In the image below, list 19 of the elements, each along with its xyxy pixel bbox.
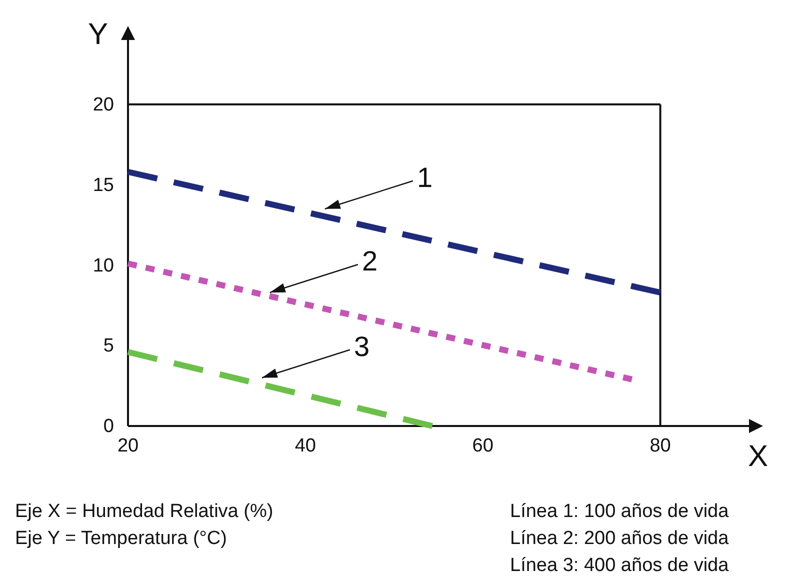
annotation: 2 bbox=[362, 246, 378, 277]
annotation: 3 bbox=[354, 330, 370, 362]
y-tick-label: 0 bbox=[103, 416, 114, 438]
y-tick-label: 5 bbox=[103, 336, 114, 357]
y-axis-title: Y bbox=[88, 18, 108, 51]
x-tick-label: 80 bbox=[650, 435, 671, 456]
text: Eje X = Humedad Relativa (%) bbox=[15, 501, 274, 522]
y-tick-label: 15 bbox=[92, 174, 114, 196]
text: Línea 2: 200 años de vida bbox=[510, 528, 730, 549]
x-tick-label: 40 bbox=[294, 435, 316, 456]
text: Eje Y = Temperatura (°C) bbox=[15, 528, 227, 549]
y-tick-label: 20 bbox=[92, 94, 114, 116]
x-axis-title: X bbox=[748, 440, 768, 473]
annotation: 1 bbox=[416, 162, 433, 193]
text: Línea 3: 400 años de vida bbox=[510, 555, 730, 576]
x-tick-label: 20 bbox=[117, 435, 139, 456]
x-tick-label: 60 bbox=[472, 435, 494, 456]
y-tick-label: 10 bbox=[92, 255, 114, 276]
text: Línea 1: 100 años de vida bbox=[510, 501, 730, 522]
